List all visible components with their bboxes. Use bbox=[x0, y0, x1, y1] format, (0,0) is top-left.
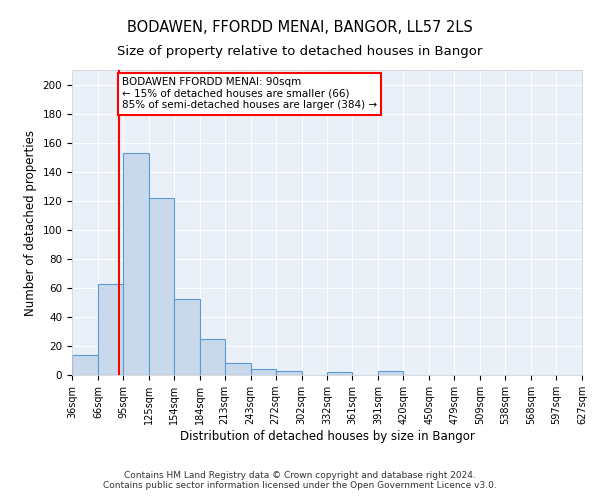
Text: Size of property relative to detached houses in Bangor: Size of property relative to detached ho… bbox=[118, 45, 482, 58]
Bar bbox=[200, 338, 225, 375]
Bar bbox=[123, 153, 149, 375]
Bar bbox=[149, 198, 174, 375]
Bar bbox=[251, 369, 275, 375]
Bar bbox=[72, 354, 98, 375]
Text: Contains HM Land Registry data © Crown copyright and database right 2024.
Contai: Contains HM Land Registry data © Crown c… bbox=[103, 470, 497, 490]
Text: BODAWEN FFORDD MENAI: 90sqm
← 15% of detached houses are smaller (66)
85% of sem: BODAWEN FFORDD MENAI: 90sqm ← 15% of det… bbox=[122, 78, 377, 110]
Bar bbox=[98, 284, 123, 375]
Bar bbox=[328, 372, 352, 375]
Text: BODAWEN, FFORDD MENAI, BANGOR, LL57 2LS: BODAWEN, FFORDD MENAI, BANGOR, LL57 2LS bbox=[127, 20, 473, 35]
X-axis label: Distribution of detached houses by size in Bangor: Distribution of detached houses by size … bbox=[179, 430, 475, 443]
Bar bbox=[275, 370, 302, 375]
Bar bbox=[379, 370, 403, 375]
Bar bbox=[174, 300, 200, 375]
Bar bbox=[225, 364, 251, 375]
Y-axis label: Number of detached properties: Number of detached properties bbox=[24, 130, 37, 316]
